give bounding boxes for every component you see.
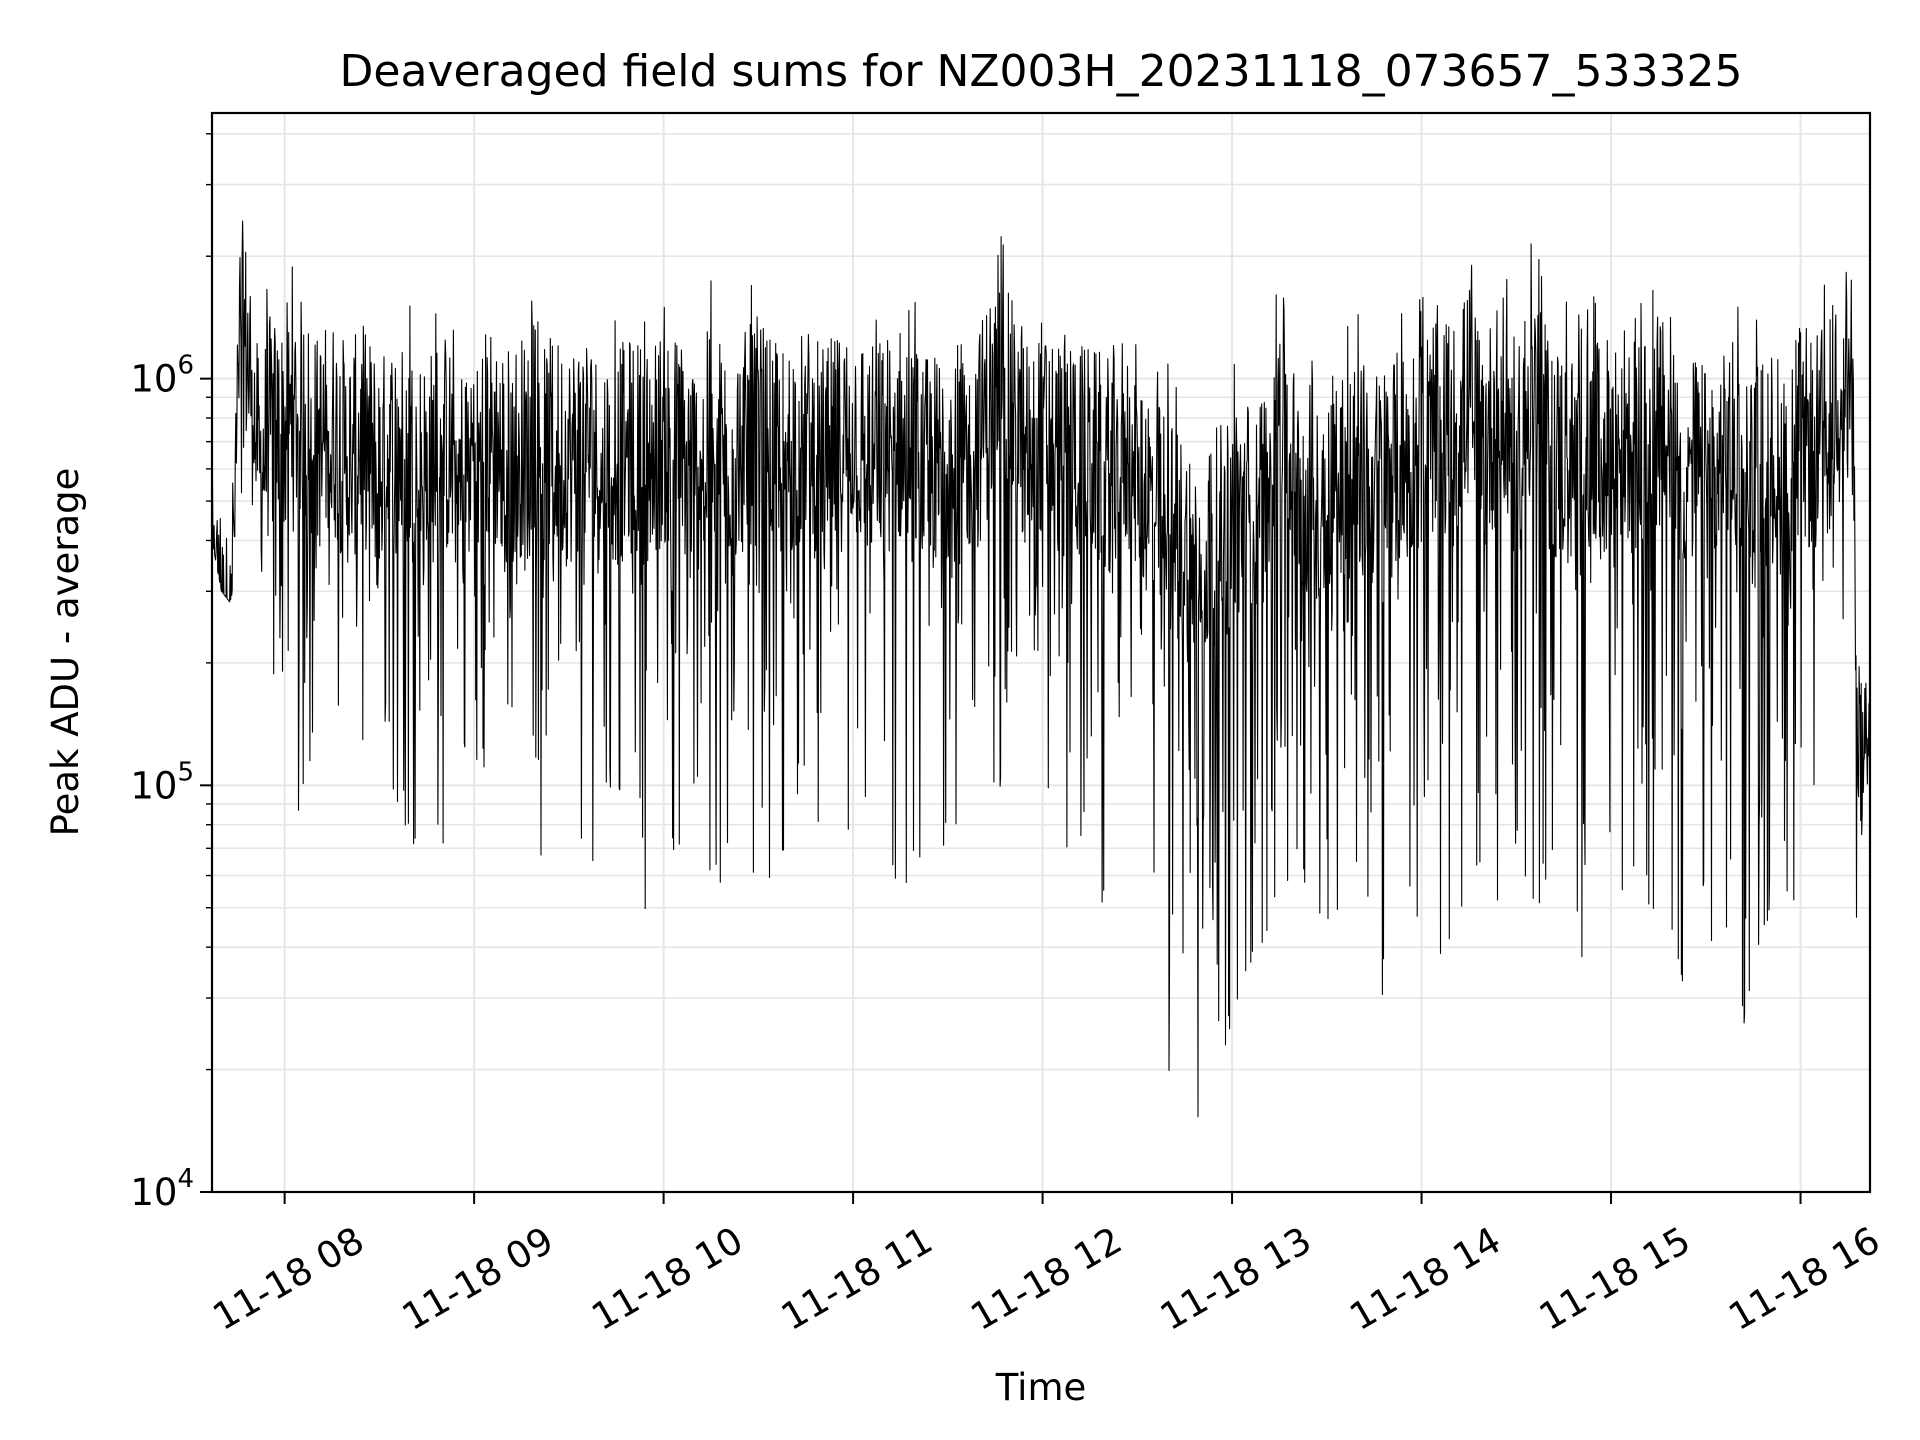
plot-frame	[210, 111, 1872, 1194]
series-line	[211, 220, 1871, 1118]
x-axis-label: Time	[995, 1366, 1087, 1409]
y-axis-label: Peak ADU - average	[44, 468, 87, 837]
y-axis: 104 105 106	[130, 133, 212, 1214]
y-tick-label: 106	[130, 351, 194, 401]
y-tick-label: 104	[130, 1164, 194, 1214]
y-tick-label: 105	[130, 757, 194, 807]
chart-title: Deaveraged field sums for NZ003H_2023111…	[340, 46, 1743, 97]
data-layer	[211, 220, 1871, 1118]
